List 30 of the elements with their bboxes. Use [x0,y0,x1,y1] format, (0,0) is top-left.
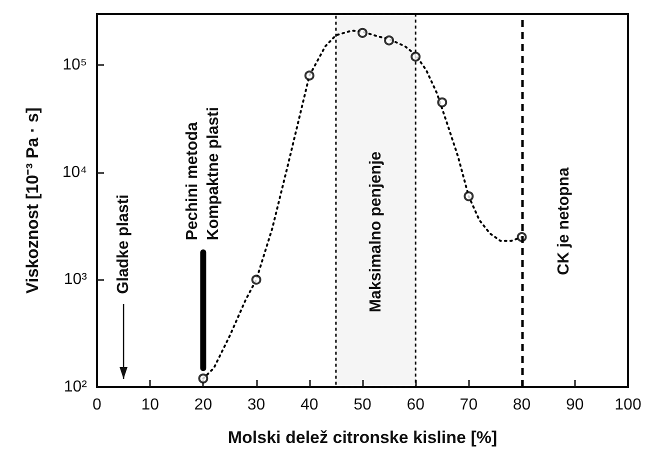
x-tick-label: 10 [141,396,160,414]
x-tick-label: 90 [566,396,584,414]
annotation: Kompaktne plasti [205,106,222,240]
point [437,97,448,108]
annotation: Pechini metoda [184,122,202,240]
ref-line-label: CK je netopna [555,167,572,276]
x-tick-label: 70 [460,396,478,414]
point [410,52,421,62]
point [198,374,208,384]
band-label: Maksimalno penjenje [367,151,384,312]
point [464,191,474,202]
annotation: Gladke plasti [115,194,132,294]
point [304,70,314,81]
x-tick-label: 20 [194,396,212,414]
x-tick-label: 100 [614,396,642,414]
point [384,35,394,46]
x-tick-label: 30 [247,396,266,414]
x-axis-title: Molski delež citronske kisline [%] [228,428,498,447]
x-tick-label: 60 [406,396,425,414]
x-tick-label: 0 [92,396,102,414]
x-tick-label: 40 [300,396,318,414]
y-tick-label: 10⁴ [62,164,88,181]
point [251,274,262,285]
y-tick-label: 10⁵ [62,56,87,74]
point [358,28,368,38]
x-tick-label: 80 [512,396,531,414]
y-tick-label: 10³ [64,271,88,288]
y-axis-title: Viskoznost [10⁻³ Pa · s] [23,107,42,294]
x-tick-label: 50 [354,396,372,414]
y-tick-label: 10² [64,378,88,396]
